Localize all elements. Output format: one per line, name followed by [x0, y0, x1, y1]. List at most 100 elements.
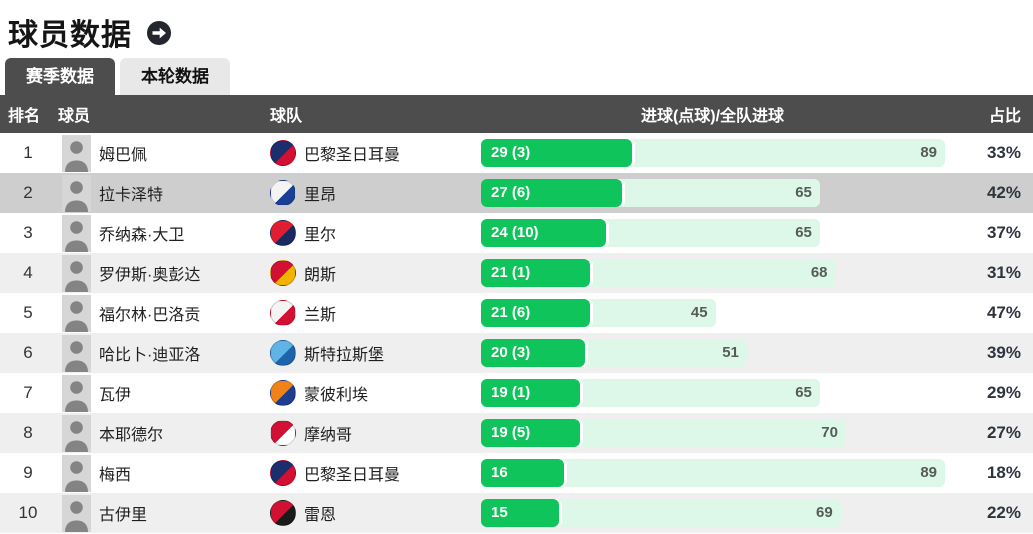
player-goals-value: 24 (10): [491, 224, 539, 241]
share-cell: 18%: [955, 463, 1033, 483]
rank-value: 7: [23, 383, 33, 402]
team-goals-value: 65: [795, 224, 812, 241]
player-name: 罗伊斯·奥彭达: [99, 267, 201, 284]
team-name: 巴黎圣日耳曼: [304, 467, 401, 484]
team-cell: 巴黎圣日耳曼: [270, 460, 470, 486]
player-goals-value: 16: [491, 464, 508, 481]
rank-cell: 9: [0, 463, 56, 483]
psg-logo-icon: [270, 460, 296, 486]
player-avatar: [62, 134, 91, 172]
player-avatar: [62, 374, 91, 412]
table-row[interactable]: 1 姆巴佩 巴黎圣日耳曼 89 29 (3) 3: [0, 133, 1033, 173]
player-goals-value: 19 (1): [491, 384, 531, 401]
table-row[interactable]: 4 罗伊斯·奥彭达 朗斯 68 21 (1) 3: [0, 253, 1033, 293]
goals-bar-cell: 70 19 (5): [470, 419, 955, 447]
rank-value: 2: [23, 183, 33, 202]
column-header-goals: 进球(点球)/全队进球: [640, 108, 785, 125]
goals-bar-cell: 89 16: [470, 459, 955, 487]
team-cell: 巴黎圣日耳曼: [270, 140, 470, 166]
rennes-logo-icon: [270, 500, 296, 526]
table-row[interactable]: 3 乔纳森·大卫 里尔 65 24 (10) 3: [0, 213, 1033, 253]
strasbourg-logo-icon: [270, 340, 296, 366]
table-row[interactable]: 10 古伊里 雷恩 69 15 22%: [0, 493, 1033, 533]
player-name: 梅西: [99, 467, 132, 484]
rank-cell: 5: [0, 303, 56, 323]
rank-value: 3: [23, 223, 33, 242]
player-goals-bar: 19 (5): [481, 419, 581, 447]
player-cell: 本耶德尔: [56, 414, 270, 452]
player-cell: 古伊里: [56, 494, 270, 532]
team-name: 兰斯: [304, 307, 337, 324]
player-avatar: [62, 334, 91, 372]
team-goals-value: 65: [795, 184, 812, 201]
player-goals-bar: 19 (1): [481, 379, 581, 407]
share-value: 42%: [986, 183, 1021, 202]
player-goals-bar: 20 (3): [481, 339, 586, 367]
player-goals-bar: 29 (3): [481, 139, 633, 167]
team-name: 雷恩: [304, 507, 337, 524]
team-cell: 兰斯: [270, 300, 470, 326]
table-row[interactable]: 6 哈比卜·迪亚洛 斯特拉斯堡 51 20 (3): [0, 333, 1033, 373]
table-row[interactable]: 2 拉卡泽特 里昂 65 27 (6) 42%: [0, 173, 1033, 213]
share-cell: 29%: [955, 383, 1033, 403]
team-name: 里昂: [304, 187, 337, 204]
share-value: 33%: [986, 143, 1021, 162]
circle-arrow-right-icon[interactable]: [146, 20, 172, 46]
rank-value: 4: [23, 263, 33, 282]
player-goals-value: 20 (3): [491, 344, 531, 361]
player-goals-value: 27 (6): [491, 184, 531, 201]
table-row[interactable]: 9 梅西 巴黎圣日耳曼 89 16 18%: [0, 453, 1033, 493]
tab-season-data[interactable]: 赛季数据: [5, 58, 115, 95]
player-goals-value: 21 (6): [491, 304, 531, 321]
team-name: 朗斯: [304, 267, 337, 284]
goals-bar-track: 68 21 (1): [481, 259, 945, 287]
share-cell: 31%: [955, 263, 1033, 283]
player-avatar: [62, 494, 91, 532]
team-goals-value: 70: [821, 424, 838, 441]
player-goals-bar: 27 (6): [481, 179, 622, 207]
montpellier-logo-icon: [270, 380, 296, 406]
goals-bar-track: 69 15: [481, 499, 945, 527]
player-avatar: [62, 174, 91, 212]
player-goals-bar: 21 (1): [481, 259, 591, 287]
share-cell: 39%: [955, 343, 1033, 363]
share-cell: 42%: [955, 183, 1033, 203]
player-cell: 拉卡泽特: [56, 174, 270, 212]
goals-bar-cell: 45 21 (6): [470, 299, 955, 327]
player-name: 福尔林·巴洛贡: [99, 307, 201, 324]
player-cell: 梅西: [56, 454, 270, 492]
player-avatar: [62, 214, 91, 252]
player-goals-value: 21 (1): [491, 264, 531, 281]
table-row[interactable]: 5 福尔林·巴洛贡 兰斯 45 21 (6) 4: [0, 293, 1033, 333]
goals-bar-track: 51 20 (3): [481, 339, 945, 367]
lens-logo-icon: [270, 260, 296, 286]
team-cell: 里尔: [270, 220, 470, 246]
team-name: 斯特拉斯堡: [304, 347, 385, 364]
player-goals-bar: 24 (10): [481, 219, 607, 247]
goals-bar-track: 65 24 (10): [481, 219, 945, 247]
column-header-team: 球队: [270, 108, 303, 125]
table-row[interactable]: 7 瓦伊 蒙彼利埃 65 19 (1) 29%: [0, 373, 1033, 413]
player-goals-value: 19 (5): [491, 424, 531, 441]
rank-cell: 7: [0, 383, 56, 403]
goals-bar-cell: 65 27 (6): [470, 179, 955, 207]
team-goals-value: 68: [810, 264, 828, 281]
column-header-share: 占比: [988, 108, 1021, 125]
share-cell: 37%: [955, 223, 1033, 243]
team-cell: 摩纳哥: [270, 420, 470, 446]
player-avatar: [62, 414, 91, 452]
tab-round-data[interactable]: 本轮数据: [120, 58, 230, 95]
rank-cell: 4: [0, 263, 56, 283]
share-cell: 33%: [955, 143, 1033, 163]
player-goals-bar: 15: [481, 499, 560, 527]
player-name: 乔纳森·大卫: [99, 227, 185, 244]
player-goals-value: 15: [491, 504, 508, 521]
team-cell: 朗斯: [270, 260, 470, 286]
player-cell: 哈比卜·迪亚洛: [56, 334, 270, 372]
player-goals-value: 29 (3): [491, 144, 531, 161]
page-title: 球员数据: [8, 18, 132, 52]
player-name: 瓦伊: [99, 387, 132, 404]
player-cell: 福尔林·巴洛贡: [56, 294, 270, 332]
rank-value: 6: [23, 343, 33, 362]
table-row[interactable]: 8 本耶德尔 摩纳哥 70 19 (5) 27%: [0, 413, 1033, 453]
